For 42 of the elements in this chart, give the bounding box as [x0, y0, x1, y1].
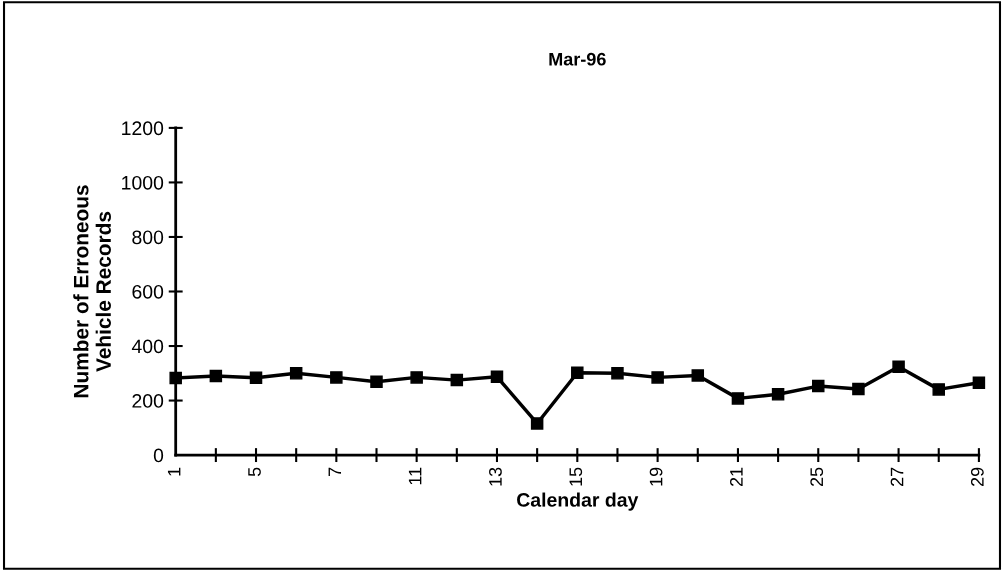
point [611, 367, 624, 380]
point [490, 370, 504, 384]
y-tick-label: 800 [132, 230, 164, 245]
point [852, 382, 865, 396]
point [410, 371, 423, 384]
point [651, 371, 664, 384]
point [370, 375, 383, 388]
x-axis-title: Calendar day [517, 492, 639, 511]
chart-title: Mar-96 [549, 52, 606, 66]
point [691, 369, 705, 382]
point [169, 371, 182, 385]
y-tick-label: 200 [132, 394, 164, 408]
point [330, 371, 343, 384]
y-tick-label: 1000 [122, 175, 164, 190]
point [731, 392, 745, 405]
x-tick-label: 19 [649, 467, 663, 486]
point [932, 383, 945, 396]
point [972, 376, 986, 390]
x-tick-label: 5 [248, 467, 261, 477]
point [450, 373, 464, 387]
y-tick-label: 400 [131, 339, 164, 354]
point [812, 379, 825, 393]
point [530, 417, 544, 430]
x-tick-label: 7 [328, 467, 342, 477]
y-tick-label: 1200 [122, 121, 164, 136]
y-axis-title: Number of Erroneous Vehicle Records [73, 185, 111, 398]
x-tick-label: 27 [890, 467, 904, 487]
x-tick-label: 29 [970, 467, 984, 487]
point [892, 360, 905, 373]
x-tick-label: 1 [167, 467, 181, 476]
x-tick-label: 13 [489, 467, 502, 486]
point [289, 367, 303, 380]
y-tick-label: 600 [132, 284, 164, 299]
y-tick-label: 0 [153, 448, 164, 463]
point [571, 366, 584, 379]
x-tick-label: 15 [569, 467, 583, 486]
x-tick-label: 11 [408, 467, 422, 485]
x-tick-label: 25 [810, 467, 824, 487]
point [249, 371, 263, 384]
point [771, 388, 785, 401]
point [209, 369, 223, 383]
x-tick-label: 21 [730, 467, 743, 487]
